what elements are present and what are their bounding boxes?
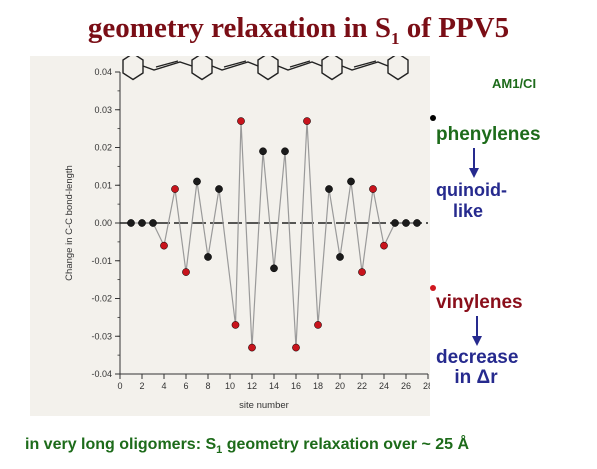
x-tick-label: 10 bbox=[225, 381, 235, 391]
y-tick-label: -0.02 bbox=[91, 294, 112, 304]
x-tick-label: 18 bbox=[313, 381, 323, 391]
vinylene-legend-dot bbox=[430, 285, 436, 291]
vinylene-bridge-2 bbox=[211, 60, 259, 71]
method-label: AM1/CI bbox=[492, 76, 537, 91]
phenylene-point bbox=[127, 219, 135, 227]
x-axis-label: site number bbox=[239, 400, 289, 411]
phenylene-point bbox=[413, 219, 421, 227]
phenylene-point bbox=[281, 147, 289, 156]
vinylene-bridge-3 bbox=[277, 60, 323, 71]
phenylene-point bbox=[336, 253, 344, 261]
y-tick-label: 0.00 bbox=[94, 218, 112, 228]
phenylene-point bbox=[149, 219, 157, 227]
vinylene-point bbox=[380, 241, 388, 250]
molecule-diagram bbox=[122, 56, 409, 81]
x-tick-label: 16 bbox=[291, 381, 301, 391]
x-tick-label: 28 bbox=[423, 381, 430, 391]
vinylene-point bbox=[237, 117, 245, 125]
y-tick-label: 0.01 bbox=[94, 180, 112, 190]
vinylene-point bbox=[292, 343, 300, 352]
phenylene-point bbox=[325, 185, 333, 193]
x-tick-label: 20 bbox=[335, 381, 345, 391]
y-tick-label: -0.03 bbox=[91, 331, 112, 341]
vinylene-bridge-1 bbox=[142, 60, 193, 71]
vinylene-point bbox=[160, 241, 168, 250]
vinylene-bridge-4 bbox=[341, 60, 389, 71]
x-tick-label: 26 bbox=[401, 381, 411, 391]
x-tick-label: 24 bbox=[379, 381, 389, 391]
footer-subscript: 1 bbox=[216, 444, 223, 457]
y-axis-label: Change in C-C bond-length bbox=[64, 165, 75, 281]
phenylene-point bbox=[204, 253, 212, 261]
phenylene-point bbox=[347, 177, 355, 186]
phenylene-point bbox=[215, 185, 223, 193]
phenylene-point bbox=[193, 177, 201, 186]
phenylene-point bbox=[259, 147, 267, 156]
phenylene-point bbox=[270, 264, 278, 273]
x-tick-label: 2 bbox=[139, 381, 144, 391]
phenylene-point bbox=[391, 219, 399, 227]
phenylenes-label: phenylenes bbox=[436, 124, 541, 145]
y-tick-label: -0.04 bbox=[91, 369, 112, 379]
x-tick-label: 8 bbox=[205, 381, 210, 391]
y-tick-label: 0.02 bbox=[94, 143, 112, 153]
phenylene-point bbox=[138, 219, 146, 227]
footer-note: in very long oligomers: S1 geometry rela… bbox=[25, 436, 469, 456]
vinylene-point bbox=[303, 117, 311, 125]
series-line bbox=[131, 121, 417, 348]
vinylene-point bbox=[358, 268, 366, 276]
vinylene-point bbox=[248, 343, 256, 352]
phenylene-ring-3 bbox=[257, 56, 279, 81]
x-tick-label: 12 bbox=[247, 381, 257, 391]
x-tick-label: 0 bbox=[117, 381, 122, 391]
y-tick-label: 0.04 bbox=[94, 67, 112, 77]
x-tick-label: 4 bbox=[161, 381, 166, 391]
slide-title: geometry relaxation in S1 of PPV5 bbox=[0, 12, 597, 49]
arrow-down-icon bbox=[472, 316, 482, 346]
figure-panel: 0.04 0.03 0.02 0.01 0.00 -0.01 -0.02 -0.03 -0.04… bbox=[30, 56, 430, 416]
title-end: of PPV5 bbox=[399, 12, 510, 44]
footer-text-a: in very long oligomers: S bbox=[25, 436, 217, 453]
bond-length-chart: 0.04 0.03 0.02 0.01 0.00 -0.01 -0.02 -0.03 -0.04… bbox=[64, 56, 430, 411]
decrease-label-line-2: in Δr bbox=[454, 367, 498, 388]
quinoid-label-line-2: like bbox=[452, 201, 484, 221]
phenylene-point bbox=[402, 219, 410, 227]
vinylene-point bbox=[231, 321, 240, 329]
phenylene-ring-5 bbox=[387, 56, 409, 81]
vinylene-point bbox=[314, 321, 322, 329]
x-tick-label: 14 bbox=[269, 381, 279, 391]
quinoid-label-line-1: quinoid- bbox=[436, 180, 507, 200]
phenylene-ring-2 bbox=[191, 56, 213, 81]
x-tick-label: 6 bbox=[183, 381, 188, 391]
vinylene-point bbox=[171, 185, 179, 193]
vinylene-point bbox=[182, 268, 190, 276]
title-subscript: 1 bbox=[391, 28, 400, 48]
phenylene-legend-dot bbox=[430, 115, 436, 121]
footer-text-b: geometry relaxation over ~ 25 Å bbox=[222, 436, 470, 453]
x-tick-label: 22 bbox=[357, 381, 367, 391]
phenylene-ring-4 bbox=[321, 56, 343, 81]
phenylene-ring-1 bbox=[122, 56, 144, 81]
title-main: geometry relaxation in S bbox=[87, 12, 392, 44]
vinylene-point bbox=[369, 185, 377, 193]
arrow-down-icon bbox=[469, 148, 479, 178]
vinylenes-label: vinylenes bbox=[436, 292, 523, 313]
y-tick-label: 0.03 bbox=[94, 105, 112, 115]
decrease-label-line-1: decrease bbox=[436, 347, 519, 368]
y-tick-label: -0.01 bbox=[91, 256, 112, 266]
